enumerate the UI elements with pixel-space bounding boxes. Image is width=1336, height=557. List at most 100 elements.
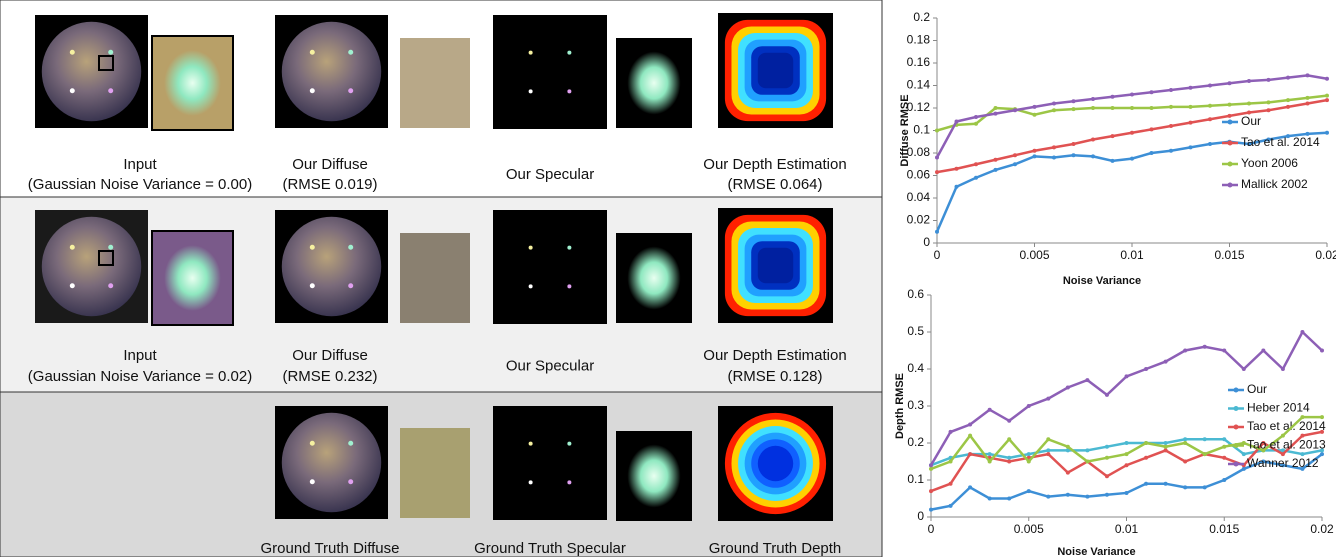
point	[1085, 459, 1090, 464]
point	[935, 155, 939, 160]
crop-box	[98, 250, 114, 266]
highlight	[108, 88, 114, 94]
highlight	[567, 441, 572, 446]
point	[993, 111, 998, 116]
y-axis-label: Depth RMSE	[894, 373, 906, 439]
point	[1202, 344, 1207, 349]
point	[1007, 496, 1012, 501]
point	[1163, 448, 1168, 453]
point	[1149, 151, 1154, 155]
point	[1227, 81, 1232, 86]
point	[1046, 437, 1051, 442]
point	[1266, 100, 1271, 105]
point	[974, 175, 978, 180]
point	[948, 459, 953, 464]
legend-swatch	[1227, 161, 1233, 167]
point	[1241, 441, 1246, 445]
x-tick-label: 0	[934, 248, 941, 262]
legend-label: Wanner 2012	[1247, 456, 1319, 470]
highlight	[309, 88, 315, 94]
glow	[164, 245, 221, 311]
highlight	[528, 89, 533, 94]
point	[1188, 104, 1193, 109]
depth-ring	[757, 247, 794, 284]
highlight	[108, 49, 114, 55]
point	[1149, 127, 1154, 132]
point	[1169, 148, 1173, 153]
x-tick-label: 0.005	[1014, 522, 1044, 536]
point	[954, 166, 959, 171]
point	[968, 452, 973, 457]
point	[974, 162, 978, 167]
point	[1261, 448, 1266, 453]
point	[1325, 130, 1329, 135]
y-tick-label: 0.4	[907, 361, 924, 375]
point	[1325, 98, 1329, 103]
highlight	[528, 245, 533, 250]
point	[987, 459, 992, 464]
point	[1247, 142, 1251, 146]
x-tick-label: 0.005	[1019, 248, 1049, 262]
caption: Ground Truth Depth	[709, 540, 842, 557]
point	[1032, 148, 1037, 153]
point	[1202, 437, 1207, 442]
legend-label: Our	[1241, 114, 1261, 128]
point	[1169, 88, 1173, 92]
caption: Ground Truth Diffuse	[261, 540, 400, 557]
point	[929, 489, 933, 494]
highlight	[348, 440, 354, 446]
y-tick-label: 0.14	[907, 78, 931, 92]
point	[1163, 441, 1168, 445]
point	[968, 422, 973, 427]
point	[1300, 466, 1305, 471]
y-tick-label: 0.04	[907, 190, 931, 204]
point	[1104, 474, 1109, 479]
y-tick-label: 0.6	[907, 287, 924, 301]
point	[1266, 77, 1271, 82]
point	[1183, 459, 1188, 464]
point	[1007, 437, 1012, 442]
legend-swatch	[1233, 424, 1239, 430]
point	[929, 466, 933, 471]
point	[1104, 455, 1109, 460]
point	[1065, 385, 1070, 390]
point	[1208, 142, 1212, 146]
point	[1065, 492, 1070, 497]
glow	[627, 246, 681, 310]
caption: (Gaussian Noise Variance = 0.00)	[28, 176, 252, 193]
image	[493, 15, 607, 129]
point	[1046, 396, 1051, 401]
point	[1046, 452, 1051, 457]
point	[1202, 485, 1207, 490]
point	[1188, 120, 1193, 125]
point	[1032, 112, 1037, 117]
legend-label: Tao et al. 2014	[1247, 419, 1326, 433]
caption: Ground Truth Specular	[474, 540, 626, 557]
point	[1286, 98, 1290, 103]
point	[987, 496, 992, 501]
legend-swatch	[1227, 119, 1233, 125]
caption: (RMSE 0.019)	[282, 176, 377, 193]
point	[1071, 153, 1076, 158]
y-axis-label: Diffuse RMSE	[899, 94, 911, 166]
point	[1305, 131, 1310, 136]
y-tick-label: 0.16	[907, 55, 931, 69]
point	[1280, 367, 1285, 371]
point	[1163, 359, 1168, 364]
legend-swatch	[1233, 443, 1239, 448]
x-tick-label: 0.015	[1209, 522, 1239, 536]
point	[1007, 418, 1012, 423]
point	[1130, 130, 1134, 135]
highlight	[348, 479, 354, 485]
sphere	[281, 21, 382, 122]
point	[1085, 378, 1090, 383]
point	[1052, 108, 1056, 113]
point	[1300, 415, 1305, 420]
highlight	[309, 440, 315, 446]
y-tick-label: 0.2	[913, 10, 930, 24]
point	[954, 184, 959, 189]
y-tick-label: 0.1	[913, 123, 930, 137]
y-tick-label: 0.02	[907, 213, 931, 227]
point	[1261, 441, 1266, 445]
caption: Our Diffuse	[292, 156, 368, 173]
